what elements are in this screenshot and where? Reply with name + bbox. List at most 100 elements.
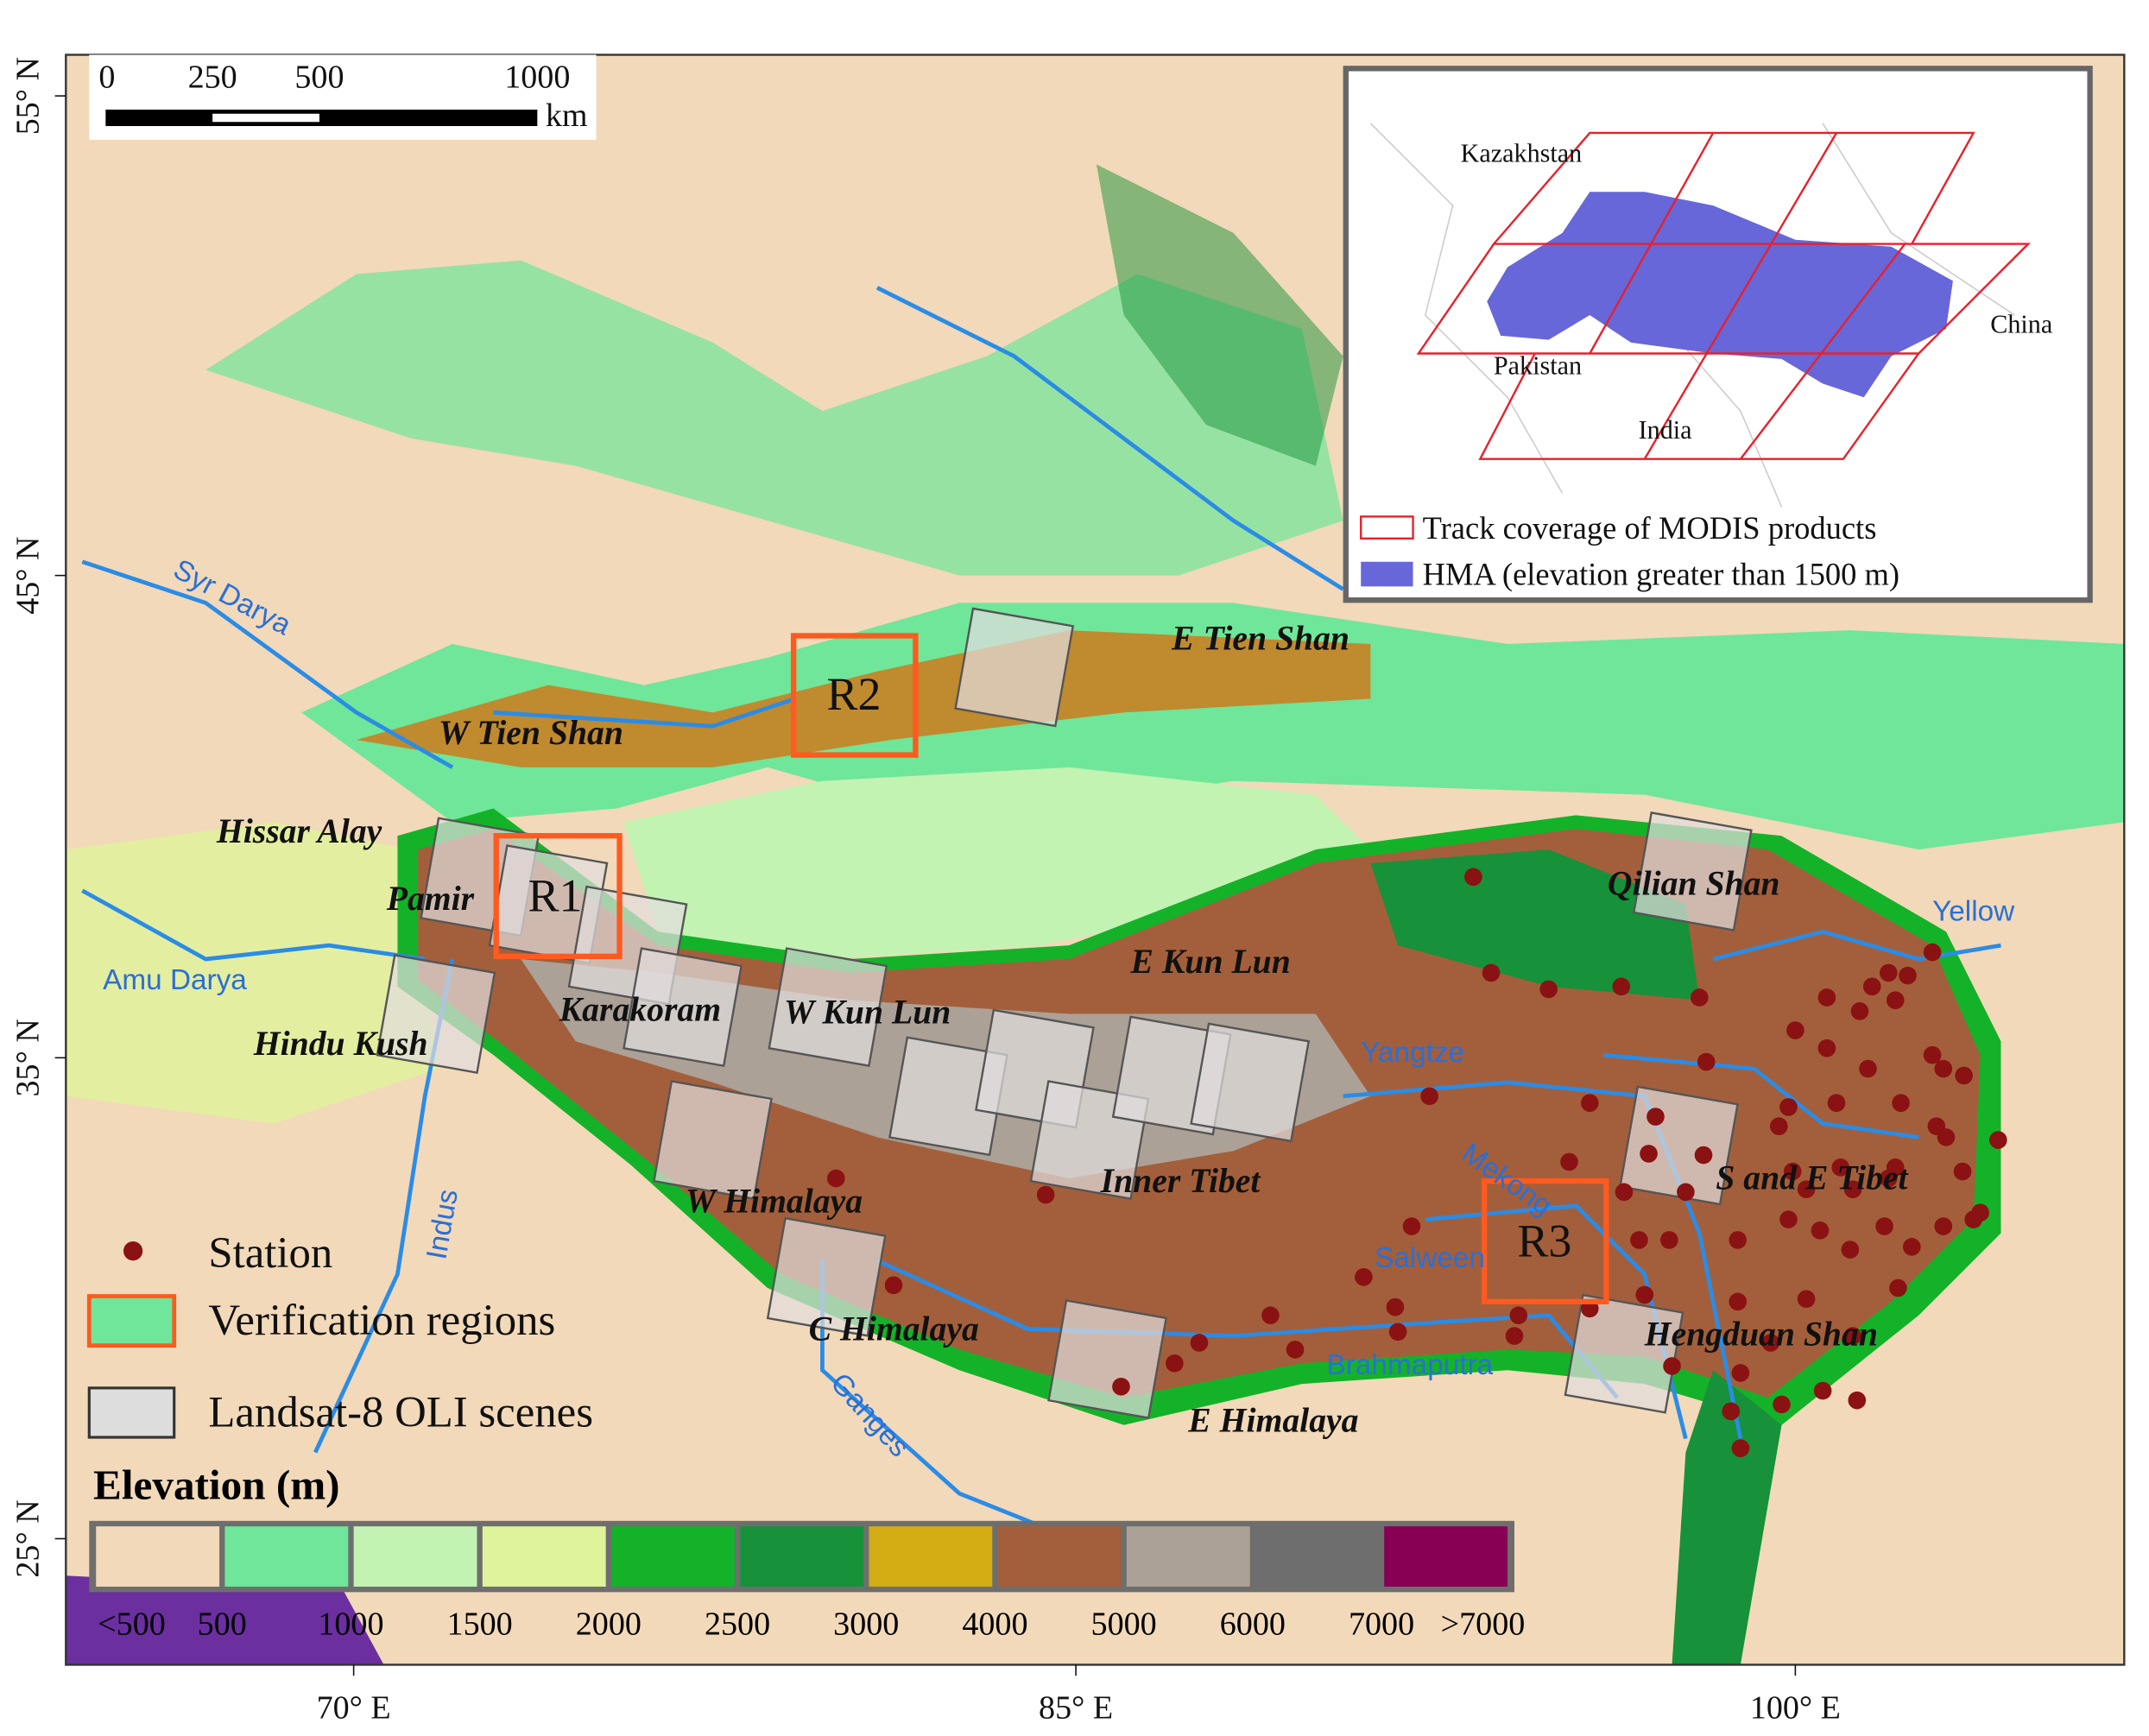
station — [1729, 1292, 1748, 1311]
lat-label: 25° N — [10, 1499, 47, 1577]
lat-label: 55° N — [10, 57, 47, 135]
legend: Station Verification regions Landsat-8 O… — [86, 1228, 1526, 1643]
scale-bar: 0 250 500 1000 km — [89, 54, 597, 140]
station — [884, 1276, 903, 1295]
station — [1843, 1180, 1862, 1199]
station — [1955, 1066, 1973, 1085]
station — [1509, 1306, 1528, 1325]
colorbar-box — [224, 1526, 349, 1587]
qaidam — [1370, 849, 1700, 1001]
scale-label: 1000 — [504, 60, 570, 96]
axes: 55° N 45° N 35° N 25° N 70° E 85° E 100°… — [10, 57, 1841, 1726]
landsat-scene — [376, 954, 496, 1074]
station — [1827, 1094, 1846, 1113]
station — [1817, 1038, 1836, 1057]
landsat-scenes — [376, 607, 1753, 1419]
station — [1831, 1158, 1850, 1177]
station — [1770, 1117, 1788, 1136]
inset-map: Kazakhstan China Pakistan India Track co… — [1343, 66, 2093, 603]
region-label: R2 — [826, 668, 881, 720]
river — [81, 888, 426, 962]
lon-label: 70° E — [317, 1689, 391, 1726]
lon-label: 85° E — [1039, 1689, 1113, 1726]
colorbar-box — [482, 1526, 606, 1587]
station — [1166, 1354, 1184, 1373]
legend-swatch — [1360, 515, 1414, 540]
mountain-label: W Himalaya — [686, 1183, 863, 1221]
scale-label: 500 — [294, 60, 344, 96]
colorbar-box — [1126, 1526, 1250, 1587]
station — [1848, 1391, 1867, 1410]
colorbar-label: 2500 — [705, 1607, 770, 1643]
west-foothills — [66, 822, 439, 1124]
station — [1971, 1203, 1989, 1222]
station — [1886, 991, 1905, 1009]
colorbar-label: 7000 — [1349, 1607, 1414, 1643]
station — [1036, 1185, 1055, 1204]
station — [1859, 1059, 1877, 1078]
station — [1615, 1183, 1634, 1202]
colorbar-box — [740, 1526, 864, 1587]
legend-region — [86, 1294, 177, 1348]
station — [827, 1169, 845, 1188]
station — [1580, 1094, 1599, 1113]
station — [1783, 1162, 1802, 1181]
inset-legend-label: Track coverage of MODIS products — [1423, 510, 1877, 546]
mountain-label: S and E Tibet — [1716, 1159, 1909, 1197]
mountain-label: Qilian Shan — [1608, 864, 1780, 902]
station — [1988, 1131, 2007, 1149]
station — [1386, 1297, 1405, 1316]
lat-label: 45° N — [10, 536, 47, 614]
landsat-scene — [954, 607, 1075, 728]
station — [1729, 1231, 1748, 1249]
colorbar-label: <500 — [98, 1607, 166, 1643]
region-label: R3 — [1517, 1215, 1571, 1266]
station — [1879, 1169, 1898, 1188]
station — [1660, 1231, 1678, 1249]
modis-tracks — [1589, 132, 1906, 460]
station — [1843, 1327, 1862, 1345]
station — [1797, 1290, 1816, 1308]
landsat-scene — [623, 947, 743, 1068]
country-label: Pakistan — [1494, 350, 1582, 380]
mountain-label: Hindu Kush — [253, 1025, 428, 1063]
colorbar-box — [869, 1526, 993, 1587]
colorbar-label: 6000 — [1220, 1607, 1286, 1643]
southeast-mountains — [1672, 1370, 1782, 1665]
station — [1813, 1381, 1832, 1400]
river — [493, 697, 796, 729]
country-label: China — [1990, 310, 2052, 339]
colorbar-box — [611, 1526, 735, 1587]
station — [1797, 1180, 1816, 1199]
station — [1355, 1267, 1373, 1286]
station — [1482, 963, 1501, 982]
colorbar-label: >7000 — [1441, 1607, 1526, 1643]
colorbar-box — [1255, 1526, 1379, 1587]
station — [1937, 1128, 1956, 1146]
station — [1875, 1217, 1893, 1235]
river — [875, 1259, 1619, 1399]
station — [1560, 1152, 1578, 1171]
station — [1690, 988, 1709, 1007]
river — [1602, 1052, 1919, 1139]
station — [1388, 1323, 1407, 1341]
station — [1647, 1108, 1665, 1126]
station — [1420, 1087, 1438, 1106]
colorbar-label: 3000 — [833, 1607, 899, 1643]
station — [1722, 1402, 1741, 1421]
inset-legend-label: HMA (elevation greater than 1500 m) — [1423, 557, 1899, 592]
river-label: Yellow — [1932, 896, 2015, 928]
colorbar-box — [96, 1526, 220, 1587]
scale-label: 250 — [188, 60, 237, 96]
legend-label: Station — [208, 1228, 332, 1277]
mountain-label: E Kun Lun — [1130, 943, 1291, 981]
mountain-label: Pamir — [386, 880, 475, 918]
steppe — [205, 260, 1343, 576]
station — [1934, 1059, 1953, 1078]
station — [1677, 1183, 1695, 1202]
station — [1779, 1210, 1798, 1228]
altai — [1096, 164, 1343, 466]
sea — [66, 1575, 384, 1665]
station — [1402, 1217, 1421, 1235]
